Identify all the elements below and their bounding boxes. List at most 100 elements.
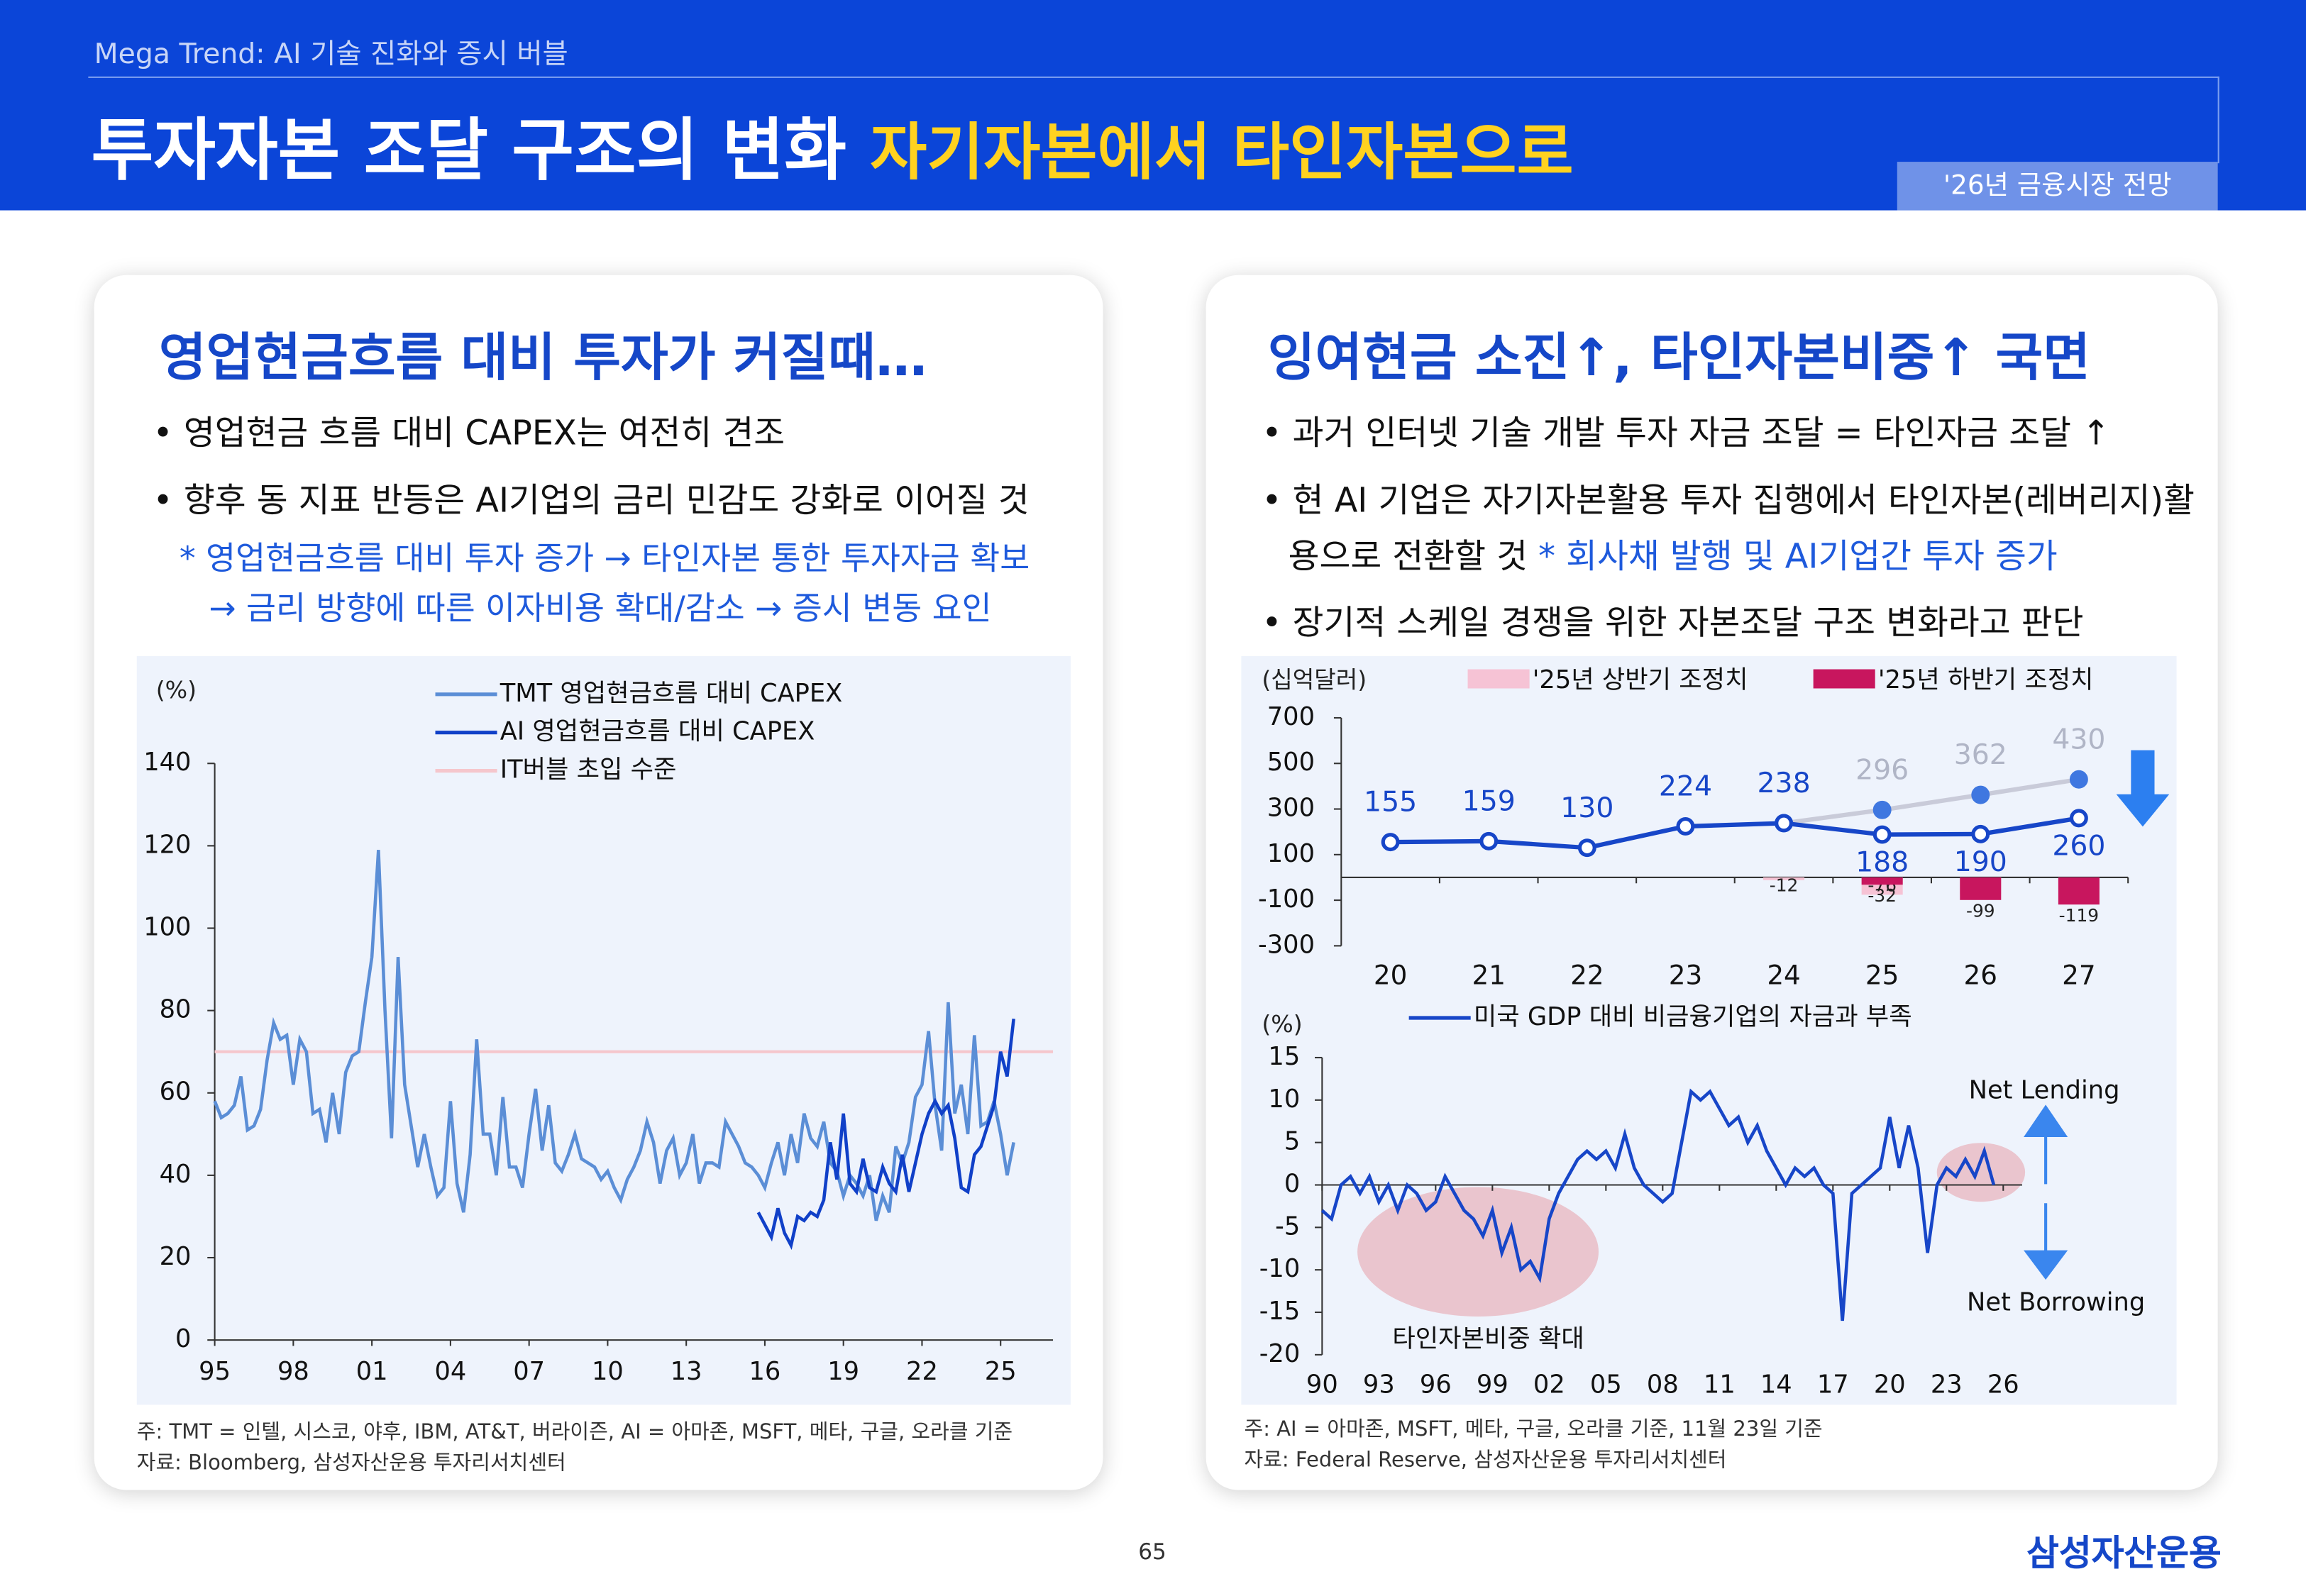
y-axis-unit: (%) <box>156 676 197 704</box>
data-label: 430 <box>2052 723 2105 755</box>
x-tick-label: 23 <box>1931 1370 1963 1399</box>
x-tick-label: 22 <box>1570 959 1604 990</box>
x-tick-label: 20 <box>1374 959 1407 990</box>
data-label: 190 <box>1954 846 2007 878</box>
x-tick-label: 22 <box>906 1357 938 1386</box>
line-marker <box>1872 825 1892 844</box>
chart-bg <box>136 655 1071 1405</box>
bullet-text: 영업현금 흐름 대비 CAPEX는 여전히 견조 <box>183 414 785 453</box>
x-tick-label: 96 <box>1420 1370 1452 1399</box>
bullet-text: 향후 동 지표 반등은 AI기업의 금리 민감도 강화로 이어질 것 <box>183 482 1030 521</box>
bar <box>2058 877 2100 905</box>
y-tick-label: 0 <box>175 1324 191 1353</box>
y-tick-label: -5 <box>1275 1212 1300 1241</box>
x-tick-label: 07 <box>513 1357 545 1386</box>
header-tag: '26년 금융시장 전망 <box>1897 162 2218 211</box>
annotation: Net Borrowing <box>1967 1287 2145 1317</box>
legend-label: TMT 영업현금흐름 대비 CAPEX <box>500 679 843 708</box>
data-label: 238 <box>1757 767 1810 799</box>
y-tick-label: 10 <box>1268 1085 1300 1114</box>
y-tick-label: 500 <box>1267 748 1315 777</box>
y-tick-label: 15 <box>1268 1042 1300 1071</box>
legend-label: '25년 상반기 조정치 <box>1533 665 1748 694</box>
footnote: 주: TMT = 인텔, 시스코, 야후, IBM, AT&T, 버라이즌, A… <box>136 1421 1013 1445</box>
data-label: 296 <box>1855 753 1909 786</box>
x-tick-label: 04 <box>434 1357 466 1386</box>
line-series <box>1320 1088 1996 1321</box>
down-arrow <box>2116 750 2170 827</box>
x-tick-label: 26 <box>1987 1370 2019 1399</box>
x-tick-label: 01 <box>356 1357 388 1386</box>
line-marker <box>1676 817 1695 836</box>
bullet: • 현 AI 기업은 자기자본활용 투자 집행에서 타인자본(레버리지)활용으로… <box>1262 482 2195 577</box>
note: → 금리 방향에 따른 이자비용 확대/감소 → 증시 변동 요인 <box>209 591 992 628</box>
y-tick-label: 140 <box>143 748 191 777</box>
bullet-note: * 회사채 발행 및 AI기업간 투자 증가 <box>1538 538 2058 577</box>
title-main: 투자자본 조달 구조의 변화 <box>91 110 847 190</box>
y-tick-label: 100 <box>143 912 191 941</box>
x-tick-label: 90 <box>1306 1370 1338 1399</box>
x-tick-label: 99 <box>1477 1370 1508 1399</box>
x-tick-label: 10 <box>592 1357 624 1386</box>
header-title: 투자자본 조달 구조의 변화 자기자본에서 타인자본으로 <box>92 97 1574 194</box>
highlight-ellipse <box>1357 1187 1599 1317</box>
bullet-text: 현 AI 기업은 자기자본활용 투자 집행에서 타인자본(레버리지)활용으로 전… <box>1288 482 2195 577</box>
x-tick-label: 21 <box>1472 959 1505 990</box>
up-arrow <box>2024 1104 2068 1185</box>
legend-label: IT버블 초입 수준 <box>500 755 677 785</box>
data-label: 260 <box>2052 829 2105 862</box>
y-tick-label: 0 <box>1284 1170 1300 1199</box>
x-tick-label: 98 <box>277 1357 309 1386</box>
panel-heading: 잉여현금 소진↑, 타인자본비중↑ 국면 <box>1267 329 2090 389</box>
y-tick-label: 700 <box>1267 702 1315 731</box>
x-tick-label: 08 <box>1647 1370 1679 1399</box>
panel-heading: 영업현금흐름 대비 투자가 커질때… <box>158 329 927 389</box>
x-tick-label: 16 <box>749 1357 781 1386</box>
x-tick-label: 24 <box>1767 959 1800 990</box>
x-tick-label: 26 <box>1964 959 1997 990</box>
x-tick-label: 14 <box>1760 1370 1792 1399</box>
line-series <box>756 1018 1015 1251</box>
bullet: • 과거 인터넷 기술 개발 투자 자금 조달 = 타인자금 조달 ↑ <box>1262 414 2111 453</box>
bullet: • 영업현금 흐름 대비 CAPEX는 여전히 견조 <box>153 414 785 453</box>
bar-label: -32 <box>1868 885 1897 906</box>
bar <box>1763 877 1805 880</box>
legend-label: 미국 GDP 대비 비금융기업의 자금과 부족 <box>1474 1002 1912 1031</box>
data-label: 362 <box>1954 738 2007 771</box>
data-label: 155 <box>1364 786 1417 819</box>
x-tick-label: 25 <box>1865 959 1899 990</box>
line-marker <box>1971 785 1990 804</box>
y-tick-label: -15 <box>1259 1297 1301 1326</box>
bar <box>1861 877 1903 885</box>
y-tick-label: -20 <box>1259 1339 1301 1368</box>
x-tick-label: 17 <box>1817 1370 1849 1399</box>
y-tick-label: -300 <box>1258 930 1315 959</box>
bullet: • 장기적 스케일 경쟁을 위한 자본조달 구조 변화라고 판단 <box>1262 604 2084 643</box>
x-tick-label: 20 <box>1874 1370 1906 1399</box>
x-tick-label: 13 <box>671 1357 702 1386</box>
footnote: 자료: Bloomberg, 삼성자산운용 투자리서치센터 <box>136 1451 566 1475</box>
x-tick-label: 95 <box>199 1357 231 1386</box>
x-tick-label: 25 <box>985 1357 1017 1386</box>
y-axis-unit: (십억달러) <box>1262 666 1367 694</box>
data-label: 224 <box>1659 770 1712 803</box>
down-arrow <box>2024 1203 2068 1280</box>
header-frame <box>88 76 2219 164</box>
bullet: • 향후 동 지표 반등은 AI기업의 금리 민감도 강화로 이어질 것 <box>153 482 1030 521</box>
legend-label: AI 영업현금흐름 대비 CAPEX <box>500 717 815 746</box>
line-marker <box>1577 838 1596 858</box>
x-tick-label: 23 <box>1669 959 1702 990</box>
line-marker <box>2069 770 2088 789</box>
y-tick-label: 300 <box>1267 794 1315 823</box>
x-tick-label: 11 <box>1704 1370 1736 1399</box>
line-marker <box>1971 824 1990 843</box>
y-tick-label: 100 <box>1267 839 1315 868</box>
line-marker <box>2069 809 2088 828</box>
y-tick-label: 5 <box>1284 1127 1300 1156</box>
line-marker <box>1775 814 1794 833</box>
footnote: 주: AI = 아마존, MSFT, 메타, 구글, 오라클 기준, 11월 2… <box>1244 1418 1823 1442</box>
x-tick-label: 93 <box>1363 1370 1395 1399</box>
header-subtitle: Mega Trend: AI 기술 진화와 증시 버블 <box>94 38 568 71</box>
